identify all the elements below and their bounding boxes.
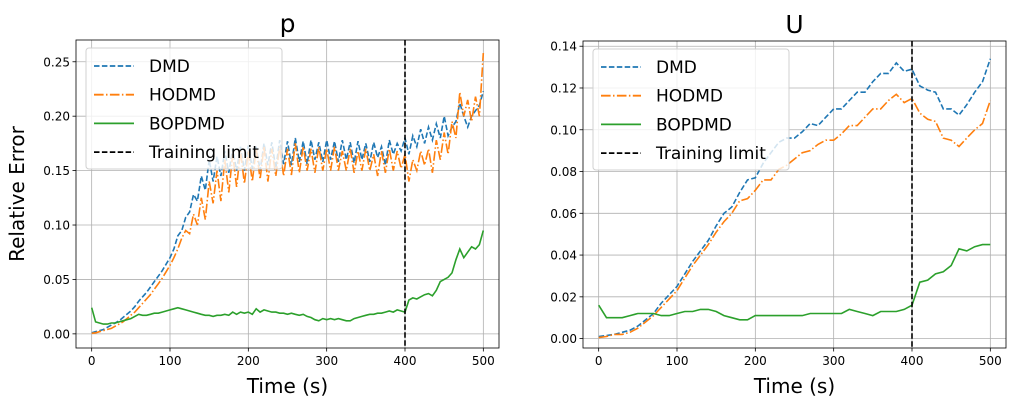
series-line-dmd — [598, 58, 992, 338]
x-tick-label: 400 — [901, 354, 924, 368]
y-tick-label: 0.04 — [550, 249, 577, 263]
y-tick-label: 0.14 — [550, 40, 577, 54]
series-line-hodmd — [598, 93, 992, 339]
legend-label: BOPDMD — [656, 115, 732, 135]
x-tick-label: 200 — [744, 354, 767, 368]
legend-box — [592, 48, 790, 171]
x-tick-label: 0 — [88, 354, 96, 368]
x-tick-label: 300 — [822, 354, 845, 368]
y-tick-label: 0.00 — [43, 327, 70, 341]
legend-box — [85, 47, 283, 170]
legend-label: Training limit — [148, 143, 259, 163]
x-tick-label: 300 — [315, 354, 338, 368]
x-tick-label: 100 — [159, 354, 182, 368]
chart-title: U — [785, 10, 803, 39]
legend: DMD HODMD BOPDMD Training limit — [592, 48, 790, 171]
x-tick-label: 0 — [595, 354, 603, 368]
y-tick-label: 0.10 — [550, 123, 577, 137]
series-line-dmd — [91, 90, 485, 334]
legend-label: DMD — [149, 57, 190, 77]
x-tick-label: 500 — [979, 354, 1002, 368]
y-axis-label: Relative Error — [5, 125, 29, 262]
chart-title: p — [280, 9, 296, 38]
y-tick-label: 0.12 — [550, 81, 577, 95]
x-tick-label: 400 — [394, 354, 417, 368]
subplot-p: 0 100 200 300 400 500 0.00 0.05 0.10 0.15 0.20 0.25… — [5, 9, 500, 398]
legend-label: HODMD — [656, 87, 723, 107]
y-tick-label: 0.02 — [550, 290, 577, 304]
x-axis-label: Time (s) — [246, 374, 328, 398]
x-tick-label: 200 — [237, 354, 260, 368]
axes-frame — [75, 39, 500, 349]
x-tick-label: 100 — [666, 354, 689, 368]
y-tick-label: 0.00 — [550, 332, 577, 346]
x-tick-label: 500 — [472, 354, 495, 368]
y-tick-label: 0.05 — [43, 273, 70, 287]
legend-label: Training limit — [655, 144, 766, 164]
legend-label: HODMD — [149, 86, 216, 106]
series-line-bopdmd — [90, 230, 485, 325]
y-tick-label: 0.10 — [43, 219, 70, 233]
subplot-U: 0 100 200 300 400 500 0.00 0.02 0.04 0.06 0.08 0.10… — [550, 10, 1007, 398]
y-tick-label: 0.25 — [43, 55, 70, 69]
y-tick-label: 0.06 — [550, 207, 577, 221]
y-tick-label: 0.15 — [43, 164, 70, 178]
y-tick-label: 0.08 — [550, 165, 577, 179]
legend-label: BOPDMD — [149, 114, 225, 134]
axes-frame — [582, 40, 1007, 349]
x-axis-label: Time (s) — [753, 374, 835, 398]
legend: DMD HODMD BOPDMD Training limit — [85, 47, 283, 170]
y-tick-label: 0.20 — [43, 110, 70, 124]
legend-label: DMD — [656, 58, 697, 78]
series-line-hodmd — [91, 53, 485, 335]
series-line-bopdmd — [598, 243, 991, 321]
